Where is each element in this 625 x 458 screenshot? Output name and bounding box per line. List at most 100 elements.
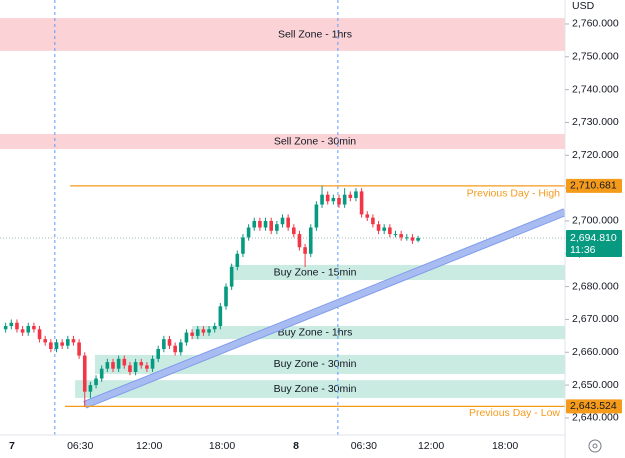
candle-body [275, 224, 279, 231]
candle-body [145, 365, 149, 369]
candle-body [348, 194, 353, 198]
price-axis-bg [565, 0, 625, 458]
y-tick-label: 2,740.000 [572, 83, 619, 95]
zone [0, 18, 565, 51]
current-price-label: 2,694.810 [570, 232, 617, 244]
zone-label: Sell Zone - 30min [274, 135, 356, 147]
candle-body [60, 342, 64, 346]
candle-body [388, 227, 392, 235]
zone-label: Buy Zone - 1hrs [278, 326, 353, 338]
candle-body [20, 329, 25, 333]
candle-body [354, 191, 358, 198]
candle-body [190, 332, 194, 336]
candle-body [122, 358, 127, 366]
candle-body [195, 329, 200, 336]
currency-label: USD [572, 0, 595, 12]
candle-body [314, 204, 319, 228]
x-tick-label: 06:30 [67, 440, 93, 452]
x-tick-label: 18:00 [209, 440, 235, 452]
candle-body [303, 247, 307, 254]
candle-body [359, 191, 364, 215]
x-tick-label: 8 [293, 440, 299, 452]
candle-body [201, 329, 206, 333]
candle-body [405, 237, 409, 239]
candle-body [416, 237, 420, 241]
zone [75, 380, 566, 398]
candle-body [224, 286, 228, 307]
candle-body [263, 220, 268, 228]
candle-body [9, 322, 14, 327]
candle-body [235, 253, 240, 267]
candle-body [150, 358, 155, 369]
zone [0, 133, 565, 150]
candle-body [376, 224, 381, 231]
candle-body [43, 339, 47, 343]
candle-body [331, 197, 336, 202]
x-tick-label: 7 [9, 440, 15, 452]
x-tick-label: 18:00 [492, 440, 518, 452]
price-axis: USD 2,640.000 2,650.000 2,660.000 2,670.000… [564, 0, 625, 458]
candle-body [66, 339, 70, 346]
y-tick-label: 2,680.000 [572, 280, 619, 292]
zone-label: Buy Zone - 30min [274, 358, 357, 370]
candle-body [184, 332, 189, 343]
y-tick-label: 2,640.000 [572, 412, 619, 424]
candle-body [15, 322, 19, 330]
zone-label: Sell Zone - 1hrs [278, 28, 352, 40]
candle-body [139, 362, 144, 366]
candle-body [128, 365, 132, 372]
zone [192, 326, 565, 340]
candle-body [105, 362, 110, 369]
candle-body [111, 362, 115, 369]
settings-button[interactable] [588, 439, 602, 453]
candle-body [77, 342, 81, 356]
x-tick-label: 12:00 [136, 440, 162, 452]
candle-body [286, 217, 290, 228]
candle-body [393, 234, 398, 236]
trend-line [83, 209, 567, 408]
settings-icon [592, 443, 598, 449]
candle-body [167, 339, 172, 346]
candle-body [3, 326, 8, 330]
y-tick-label: 2,670.000 [572, 313, 619, 325]
candle-body [88, 385, 93, 392]
candle-body [371, 217, 375, 225]
candle-body [342, 194, 347, 205]
candle-body [229, 266, 234, 287]
candle-body [258, 220, 262, 228]
candle-body [179, 342, 183, 353]
candle-body [133, 362, 138, 372]
level-label: Previous Day - High [467, 188, 561, 200]
candle-body [246, 227, 251, 238]
y-tick-label: 2,760.000 [572, 18, 619, 30]
zone-label: Buy Zone - 15min [274, 266, 357, 278]
countdown-label: 11:36 [570, 244, 596, 256]
candle-body [337, 197, 341, 205]
candle-body [26, 326, 31, 333]
candle-body [365, 214, 370, 218]
candle-body [212, 326, 217, 330]
y-tick-label: 2,730.000 [572, 116, 619, 128]
candle-body [82, 355, 87, 392]
y-tick-label: 2,720.000 [572, 149, 619, 161]
candle-body [71, 339, 76, 343]
zone [229, 264, 565, 281]
candle-body [399, 234, 403, 238]
level-price-box [566, 399, 622, 414]
x-tick-label: 12:00 [418, 440, 444, 452]
candle-body [308, 227, 313, 254]
candle-body [241, 237, 245, 254]
candle-body [269, 220, 273, 231]
candle-body [252, 220, 257, 228]
y-tick-label: 2,700.000 [572, 215, 619, 227]
candle-body [325, 194, 330, 202]
candle-body [173, 345, 177, 353]
candle-body [162, 339, 166, 349]
y-tick-label: 2,750.000 [572, 51, 619, 63]
level-price-label: 2,643.524 [570, 400, 617, 412]
candle-body [99, 368, 104, 379]
candle-body [320, 194, 324, 205]
candle-body [156, 348, 160, 359]
candle-body [116, 358, 121, 369]
